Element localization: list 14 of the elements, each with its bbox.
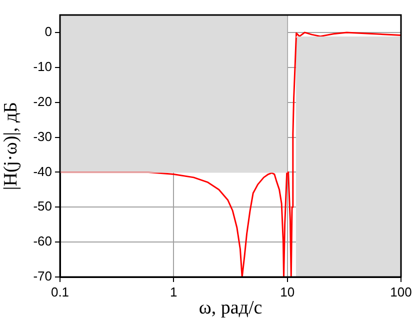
x-axis-title: ω, рад/с — [198, 298, 262, 319]
y-tick-label: -50 — [33, 198, 52, 214]
x-tick-label: 10 — [280, 284, 295, 300]
x-tick-label: 1 — [170, 284, 178, 300]
y-tick-label: -30 — [33, 128, 52, 144]
y-axis-title: |H(j·ω)|, дБ — [0, 102, 22, 190]
y-tick-label: 0 — [44, 24, 52, 40]
x-tick-label: 0.1 — [50, 284, 70, 300]
y-tick-label: -70 — [33, 268, 52, 284]
x-tick-label: 100 — [390, 284, 412, 300]
y-tick-label: -40 — [33, 164, 52, 179]
y-tick-label: -10 — [33, 58, 52, 74]
y-tick-label: -20 — [33, 94, 52, 109]
y-tick-label: -60 — [33, 234, 52, 249]
